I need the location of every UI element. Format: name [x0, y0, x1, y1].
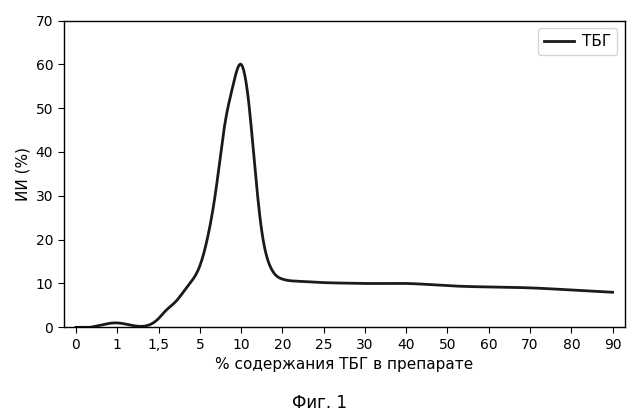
ТБГ	[237, 62, 244, 67]
Y-axis label: ИИ (%): ИИ (%)	[15, 147, 30, 201]
ТБГ	[609, 290, 616, 295]
ТБГ	[332, 281, 339, 286]
ТБГ	[328, 281, 336, 286]
ТБГ	[513, 285, 521, 290]
Line: ТБГ: ТБГ	[76, 64, 612, 327]
Text: Фиг. 1: Фиг. 1	[292, 394, 348, 412]
ТБГ	[392, 281, 400, 286]
Legend: ТБГ: ТБГ	[538, 28, 618, 55]
X-axis label: % содержания ТБГ в препарате: % содержания ТБГ в препарате	[215, 357, 474, 372]
ТБГ	[597, 289, 605, 294]
ТБГ	[364, 281, 371, 286]
ТБГ	[72, 325, 80, 330]
